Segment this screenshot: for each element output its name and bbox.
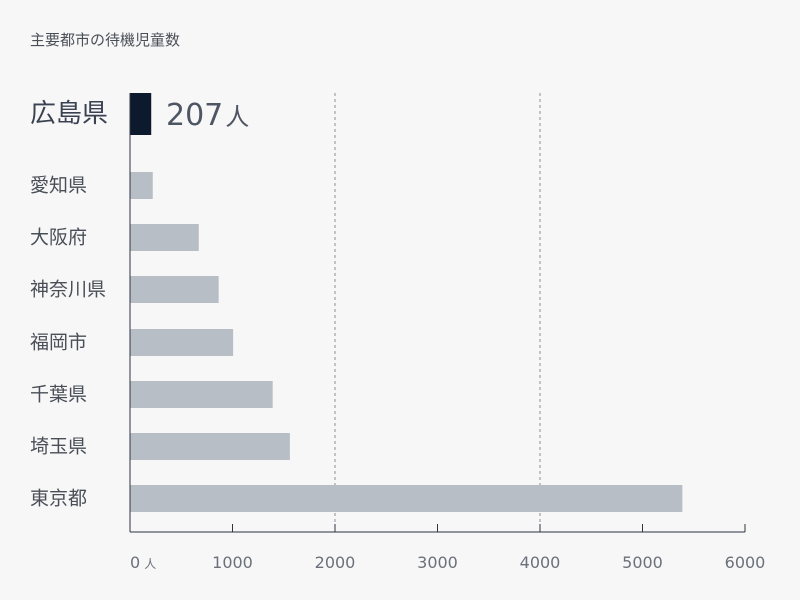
chart-title: 主要都市の待機児童数 (30, 31, 181, 49)
category-label: 愛知県 (30, 175, 87, 197)
category-label: 東京都 (30, 488, 87, 510)
category-label: 埼玉県 (30, 436, 87, 458)
category-label: 大阪府 (30, 227, 87, 249)
bar (130, 224, 199, 251)
bar (130, 329, 234, 356)
x-tick-label: 1000 (212, 553, 253, 572)
category-label: 福岡市 (30, 332, 87, 354)
highlight-value-label: 207人 (166, 98, 249, 133)
x-tick-label: 4000 (520, 553, 561, 572)
bar (130, 276, 219, 303)
bar (130, 485, 683, 512)
bar (130, 172, 153, 199)
category-label: 千葉県 (30, 384, 87, 406)
bar (130, 381, 273, 408)
x-tick-label: 5000 (622, 553, 663, 572)
x-tick-label: 2000 (315, 553, 356, 572)
bar (130, 433, 290, 460)
x-tick-label: 3000 (417, 553, 458, 572)
bar (130, 93, 152, 135)
category-label: 神奈川県 (30, 279, 106, 301)
x-tick-label: 6000 (725, 553, 766, 572)
category-label: 広島県 (30, 99, 108, 129)
